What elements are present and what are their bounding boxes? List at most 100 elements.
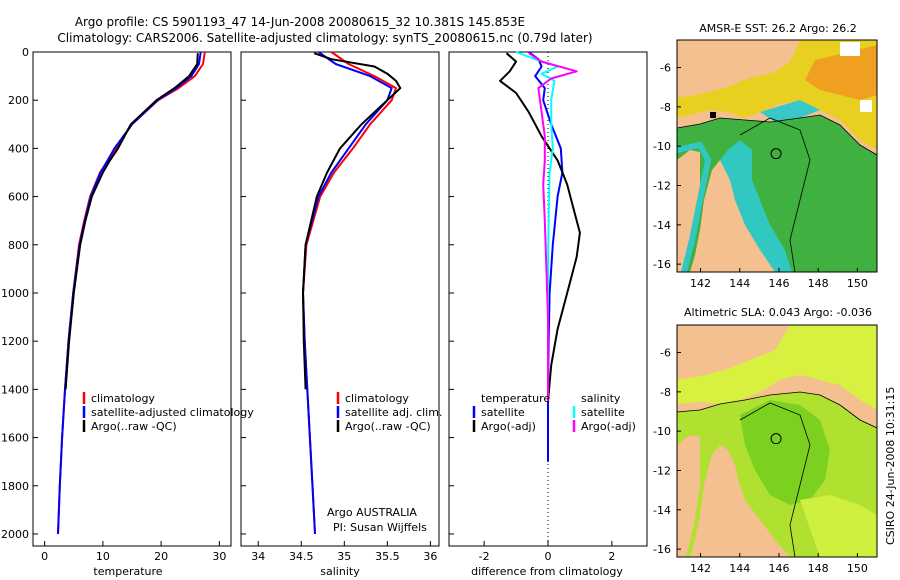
depth-tick-label: 1000 [1,287,29,300]
legend-sal-satellite-label: satellite [581,406,625,419]
sst-map-image [677,40,877,272]
lat-tick-label: -12 [653,179,671,192]
sla-map-panel: Altimetric SLA: 0.043 Argo: -0.036 -6 -8 -… [653,306,878,575]
depth-tick-label: 1600 [1,432,29,445]
salinity-legend: climatology satellite adj. clim. Argo(..… [336,392,442,433]
lon-tick-label: 146 [768,562,789,575]
difference-legend: temperature salinity satellite Argo(-adj… [472,392,636,433]
x-tick-label: 36 [423,550,437,563]
sst-isobath [739,117,811,272]
argo-position-marker [770,148,782,160]
sla-map-latitude-axis: -6 -8 -10 -12 -14 -16 [653,347,681,556]
depth-tick-label: 1800 [1,480,29,493]
temperature-axes-frame [32,51,232,547]
sla-upper-region [677,325,877,410]
legend-temperature-header: temperature [481,392,550,405]
series-line-salinity-argo-adj- [528,52,578,402]
sst-no-data-patch [840,42,860,56]
salinity-panel: 34 34.5 35 35.5 36 salinity climatology sate… [240,51,442,578]
salinity-xlabel: salinity [320,565,360,578]
sst-coastline [677,114,877,156]
lon-tick-label: 144 [729,562,750,575]
x-tick-label: 34 [251,550,265,563]
sst-map-panel: AMSR-E SST: 26.2 Argo: 26.2 -6 -8 -10 -12 -1… [653,22,878,290]
salinity-x-axis: 34 34.5 35 35.5 36 [241,51,437,563]
legend-climatology-label: climatology [91,392,155,405]
sst-west-coast-band [677,141,712,272]
depth-tick-label: 800 [8,239,29,252]
lon-tick-label: 142 [690,277,711,290]
sla-map-title: Altimetric SLA: 0.043 Argo: -0.036 [684,306,872,319]
temperature-x-axis: 0 10 20 30 [41,541,226,563]
lon-tick-label: 148 [808,562,829,575]
sst-map-title: AMSR-E SST: 26.2 Argo: 26.2 [699,22,857,35]
lat-tick-label: -6 [660,62,671,75]
legend-climatology-label: climatology [345,392,409,405]
series-line-temperature-argo-adj- [499,52,581,402]
temperature-series [57,51,206,535]
sla-map-frame [676,324,878,558]
cape-york-land [677,150,700,272]
sla-coastline [677,391,877,429]
lon-tick-label: 146 [768,277,789,290]
lon-tick-label: 148 [808,277,829,290]
lat-tick-label: -8 [660,101,671,114]
x-tick-label: 20 [154,550,168,563]
lon-tick-label: 142 [690,562,711,575]
legend-salinity-header: salinity [581,392,621,405]
lat-tick-label: -10 [653,425,671,438]
depth-tick-label: 1200 [1,335,29,348]
depth-axis: 0 200 400 600 800 1000 1200 1400 1600 1800 2000 [1,46,38,541]
series-line-salinity-satellite [515,51,559,402]
argo-position-marker [770,433,782,445]
legend-temp-satellite-label: satellite [481,406,525,419]
figure-title-line2: Climatology: CARS2006. Satellite-adjuste… [57,31,592,45]
legend-argo-label: Argo(..raw -QC) [345,420,431,433]
sst-no-data-patch [860,100,872,112]
lon-tick-label: 150 [847,277,868,290]
difference-series [499,51,581,462]
series-line-satellite-adjusted-climatology [57,51,202,535]
temperature-xlabel: temperature [93,565,162,578]
lat-tick-label: -6 [660,347,671,360]
lat-tick-label: -16 [653,543,671,556]
x-tick-label: 10 [96,550,110,563]
x-tick-label: 34.5 [289,550,314,563]
lat-tick-label: -16 [653,258,671,271]
sla-anomaly-low [740,400,830,505]
legend-satellite-label: satellite adj. clim. [345,406,442,419]
lat-tick-label: -14 [653,504,671,517]
series-line-argo-raw-qc- [64,53,199,390]
sst-map-longitude-axis: 142 144 146 148 150 [690,268,868,290]
series-line-argo-raw-qc- [302,52,402,390]
temperature-panel: 0 200 400 600 800 1000 1200 1400 1600 1800 2000 0 1… [1,46,254,578]
lat-tick-label: -8 [660,386,671,399]
difference-xlabel: difference from climatology [471,565,623,578]
sla-isobath [739,402,811,557]
lat-tick-label: -10 [653,140,671,153]
salinity-axes-frame [240,51,440,547]
sst-coastal-cyan [720,140,792,272]
csiro-timestamp: CSIRO 24-Jun-2008 10:31:15 [884,387,897,545]
salinity-series [302,51,402,535]
sla-map-image [677,325,877,557]
difference-x-axis: -2 0 2 [449,51,615,563]
lon-tick-label: 144 [729,277,750,290]
x-tick-label: 35 [337,550,351,563]
lat-tick-label: -14 [653,219,671,232]
depth-tick-label: 2000 [1,528,29,541]
x-tick-label: -2 [479,550,490,563]
temperature-legend: climatology satellite-adjusted climatolo… [82,392,254,433]
series-line-satellite-adj-clim- [302,51,393,535]
depth-tick-label: 0 [22,46,29,59]
principal-investigator-label: PI: Susan Wijffels [333,521,427,534]
series-line-climatology [302,51,397,535]
cape-york-land [677,435,700,557]
sla-map-longitude-axis: 142 144 146 148 150 [690,553,868,575]
legend-temp-argo-label: Argo(-adj) [481,420,536,433]
x-tick-label: 30 [212,550,226,563]
depth-tick-label: 600 [8,191,29,204]
legend-argo-label: Argo(..raw -QC) [91,420,177,433]
sst-map-latitude-axis: -6 -8 -10 -12 -14 -16 [653,62,681,271]
